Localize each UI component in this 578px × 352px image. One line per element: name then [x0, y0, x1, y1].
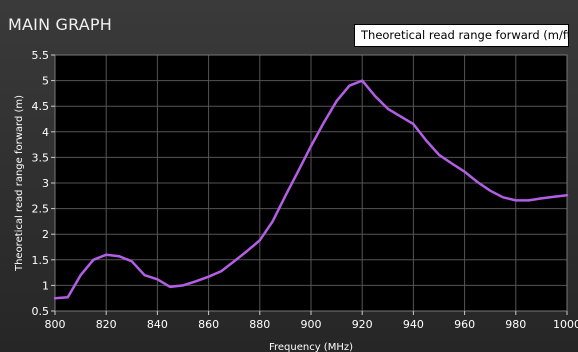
y-tick-label: 4.5 — [32, 100, 50, 113]
grid-lines — [54, 54, 568, 312]
series-group — [53, 79, 569, 300]
x-axis-label: Frequency (MHz) — [269, 342, 353, 352]
x-tick-label: 1000 — [553, 318, 578, 331]
x-tick-label: 940 — [403, 318, 424, 331]
unit-toggle-button[interactable]: Theoretical read range forward (m/ft) — [354, 24, 569, 47]
x-tick-label: 820 — [96, 318, 117, 331]
y-axis-ticks: 0.5 1 1.5 2 2.5 3 3.5 4 4.5 5 5.5 — [32, 49, 55, 318]
x-axis-ticks: 800 820 840 860 880 900 920 940 960 980 1000 — [45, 311, 578, 331]
series-line — [53, 79, 569, 300]
y-tick-label: 0.5 — [32, 305, 50, 318]
x-tick-label: 860 — [198, 318, 219, 331]
x-tick-label: 840 — [147, 318, 168, 331]
y-tick-label: 5.5 — [32, 49, 50, 62]
y-tick-label: 3.5 — [32, 151, 50, 164]
y-tick-label: 1 — [42, 279, 49, 292]
x-tick-label: 900 — [301, 318, 322, 331]
graph-title: MAIN GRAPH — [8, 15, 113, 34]
y-tick-label: 3 — [42, 177, 49, 190]
x-tick-label: 980 — [505, 318, 526, 331]
x-tick-label: 880 — [249, 318, 270, 331]
y-tick-label: 1.5 — [32, 254, 50, 267]
y-tick-label: 5 — [42, 75, 49, 88]
y-tick-label: 4 — [42, 126, 49, 139]
x-tick-label: 960 — [454, 318, 475, 331]
y-axis-label: Theoretical read range forward (m) — [14, 95, 25, 272]
x-tick-label: 920 — [352, 318, 373, 331]
x-tick-label: 800 — [45, 318, 66, 331]
y-tick-label: 2 — [42, 228, 49, 241]
y-tick-label: 2.5 — [32, 203, 50, 216]
